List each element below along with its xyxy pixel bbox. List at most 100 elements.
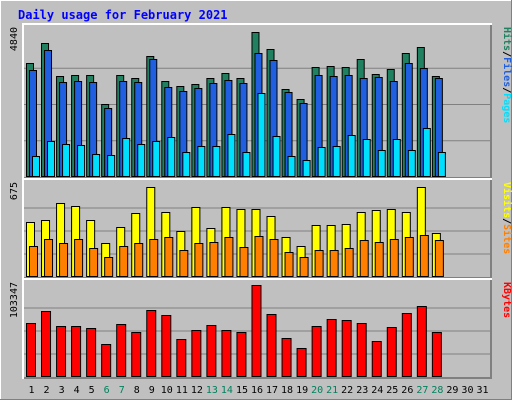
- x-tick-label-19: 19: [296, 385, 308, 396]
- bar-pages-day-8: [137, 144, 146, 177]
- bar-kbytes-day-15: [236, 332, 247, 377]
- bar-kbytes-day-19: [296, 348, 307, 377]
- x-tick-label-7: 7: [119, 385, 125, 396]
- bar-kbytes-day-6: [101, 344, 112, 377]
- bar-sites-day-23: [359, 240, 369, 277]
- x-tick-label-8: 8: [134, 385, 140, 396]
- bar-sites-day-26: [404, 237, 414, 277]
- bar-pages-day-12: [197, 146, 206, 177]
- x-tick-label-3: 3: [59, 385, 65, 396]
- bar-kbytes-day-21: [326, 319, 337, 377]
- bar-sites-day-27: [419, 235, 429, 277]
- bar-pages-day-17: [272, 136, 281, 177]
- bar-kbytes-day-14: [221, 330, 232, 377]
- bar-pages-day-9: [152, 141, 161, 177]
- panel-3: 103347 KBytes: [9, 278, 512, 379]
- bar-kbytes-day-8: [131, 332, 142, 377]
- bar-kbytes-day-10: [161, 315, 172, 377]
- x-tick-label-1: 1: [29, 385, 35, 396]
- bar-sites-day-28: [434, 240, 444, 277]
- bar-pages-day-24: [377, 150, 386, 177]
- bar-sites-day-3: [59, 243, 69, 277]
- bar-sites-day-6: [104, 257, 114, 277]
- bar-pages-day-6: [107, 155, 116, 177]
- x-tick-label-6: 6: [104, 385, 110, 396]
- y-max-label: 103347: [9, 282, 20, 318]
- panel-1: 4840 Hits/Files/Pages: [9, 23, 512, 179]
- bar-kbytes-day-20: [311, 326, 322, 377]
- bar-sites-day-20: [314, 250, 324, 277]
- x-tick-label-24: 24: [371, 385, 383, 396]
- x-tick-label-14: 14: [221, 385, 233, 396]
- bar-sites-day-9: [149, 239, 159, 277]
- x-tick-label-13: 13: [206, 385, 218, 396]
- x-tick-label-5: 5: [89, 385, 95, 396]
- bar-pages-day-16: [257, 93, 266, 177]
- x-axis-labels: 1 2 3 4 5 6 7 8 9 10 11 12 13 14 15 16 17 18 19 20 21 22 23 24 2…: [29, 385, 489, 396]
- bar-kbytes-day-22: [341, 320, 352, 377]
- bar-kbytes-day-25: [386, 327, 397, 377]
- bar-pages-day-3: [62, 144, 71, 177]
- bar-kbytes-day-26: [401, 313, 412, 377]
- bar-pages-day-23: [362, 139, 371, 177]
- series-legend-label: KBytes: [501, 282, 512, 318]
- x-tick-label-10: 10: [161, 385, 173, 396]
- x-tick-label-30: 30: [461, 385, 473, 396]
- bar-pages-day-1: [32, 156, 40, 177]
- x-tick-label-18: 18: [281, 385, 293, 396]
- bar-pages-day-10: [167, 137, 176, 177]
- bar-kbytes-day-2: [41, 311, 52, 377]
- y-max-label: 675: [9, 182, 20, 200]
- bar-sites-day-12: [194, 243, 204, 277]
- x-tick-label-20: 20: [311, 385, 323, 396]
- bar-sites-day-14: [224, 237, 234, 277]
- bar-kbytes-day-11: [176, 339, 187, 377]
- bar-pages-day-18: [287, 156, 296, 177]
- bar-pages-day-25: [392, 139, 401, 177]
- x-tick-label-2: 2: [44, 385, 50, 396]
- bar-pages-day-2: [47, 141, 56, 177]
- bar-sites-day-8: [134, 243, 144, 277]
- bar-kbytes-day-16: [251, 285, 262, 377]
- bar-kbytes-day-3: [56, 326, 67, 377]
- bar-pages-day-7: [122, 138, 131, 177]
- bar-sites-day-19: [299, 257, 309, 277]
- bar-sites-day-13: [209, 242, 219, 277]
- bar-kbytes-day-7: [116, 324, 127, 377]
- x-tick-label-17: 17: [266, 385, 278, 396]
- bar-pages-day-4: [77, 145, 86, 177]
- bar-kbytes-day-13: [206, 325, 217, 377]
- x-tick-label-9: 9: [149, 385, 155, 396]
- bar-pages-day-28: [437, 152, 446, 177]
- bar-sites-day-1: [29, 246, 38, 277]
- bar-kbytes-day-27: [416, 306, 427, 377]
- y-max-label: 4840: [9, 27, 20, 51]
- x-tick-label-26: 26: [401, 385, 413, 396]
- bar-kbytes-day-17: [266, 314, 277, 377]
- bar-sites-day-2: [44, 239, 54, 277]
- x-tick-label-23: 23: [356, 385, 368, 396]
- bar-sites-day-24: [374, 242, 384, 277]
- bar-kbytes-day-9: [146, 310, 157, 377]
- panel-2: 675 Visits/Sites: [9, 178, 512, 279]
- x-tick-label-12: 12: [191, 385, 203, 396]
- bar-sites-day-7: [119, 246, 129, 277]
- x-tick-label-31: 31: [476, 385, 488, 396]
- bar-kbytes-day-4: [71, 326, 82, 377]
- x-tick-label-27: 27: [416, 385, 428, 396]
- series-legend-label: Visits/Sites: [501, 182, 512, 254]
- bar-sites-day-11: [179, 250, 189, 277]
- bar-kbytes-day-28: [431, 332, 442, 377]
- bar-kbytes-day-18: [281, 338, 292, 377]
- bar-sites-day-15: [239, 247, 249, 277]
- bar-sites-day-16: [254, 236, 264, 277]
- x-tick-label-15: 15: [236, 385, 248, 396]
- bar-sites-day-22: [344, 248, 354, 277]
- series-legend-label: Hits/Files/Pages: [501, 27, 512, 123]
- bar-pages-day-14: [227, 134, 236, 177]
- bar-pages-day-19: [302, 160, 311, 177]
- x-tick-label-4: 4: [74, 385, 80, 396]
- chart-panels: 4840 Hits/Files/Pages 675 Visits/Sites 10334…: [9, 23, 512, 379]
- bar-pages-day-13: [212, 146, 221, 177]
